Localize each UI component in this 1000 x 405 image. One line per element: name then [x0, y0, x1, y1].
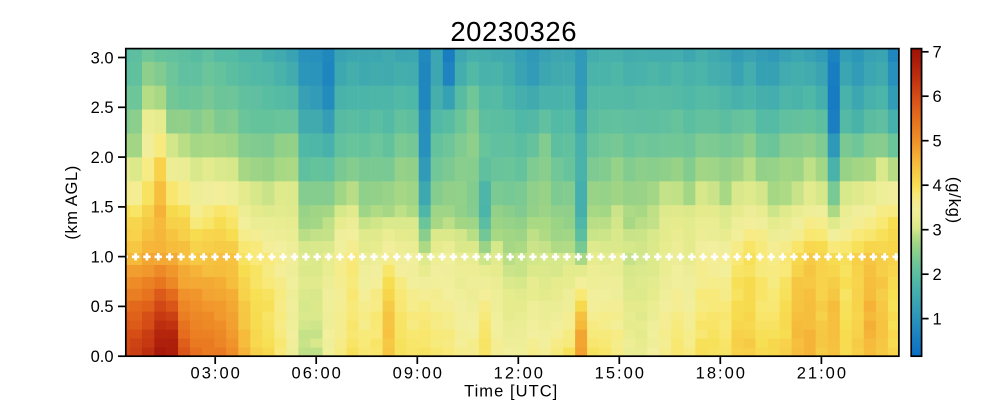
svg-text:12:00: 12:00 [494, 364, 545, 382]
svg-text:1: 1 [933, 310, 942, 328]
svg-text:15:00: 15:00 [595, 364, 646, 382]
svg-text:2.5: 2.5 [91, 99, 114, 117]
svg-text:0.5: 0.5 [91, 298, 114, 316]
svg-text:4: 4 [933, 177, 942, 195]
svg-text:21:00: 21:00 [797, 364, 848, 382]
svg-text:09:00: 09:00 [393, 364, 444, 382]
svg-text:(km AGL): (km AGL) [63, 165, 81, 239]
svg-text:7: 7 [933, 44, 942, 62]
svg-text:(g/kg): (g/kg) [945, 177, 963, 224]
svg-text:18:00: 18:00 [696, 364, 747, 382]
svg-text:06:00: 06:00 [292, 364, 343, 382]
svg-text:1.5: 1.5 [91, 199, 114, 217]
svg-text:5: 5 [933, 133, 942, 151]
svg-text:2.0: 2.0 [91, 149, 114, 167]
svg-text:3.0: 3.0 [91, 49, 114, 67]
svg-text:0.0: 0.0 [91, 348, 114, 366]
svg-text:03:00: 03:00 [191, 364, 242, 382]
svg-text:20230326: 20230326 [450, 16, 577, 47]
svg-text:6: 6 [933, 88, 942, 106]
svg-text:3: 3 [933, 222, 942, 240]
svg-text:1.0: 1.0 [91, 248, 114, 266]
svg-text:Time [UTC]: Time [UTC] [464, 383, 558, 401]
svg-text:2: 2 [933, 266, 942, 284]
